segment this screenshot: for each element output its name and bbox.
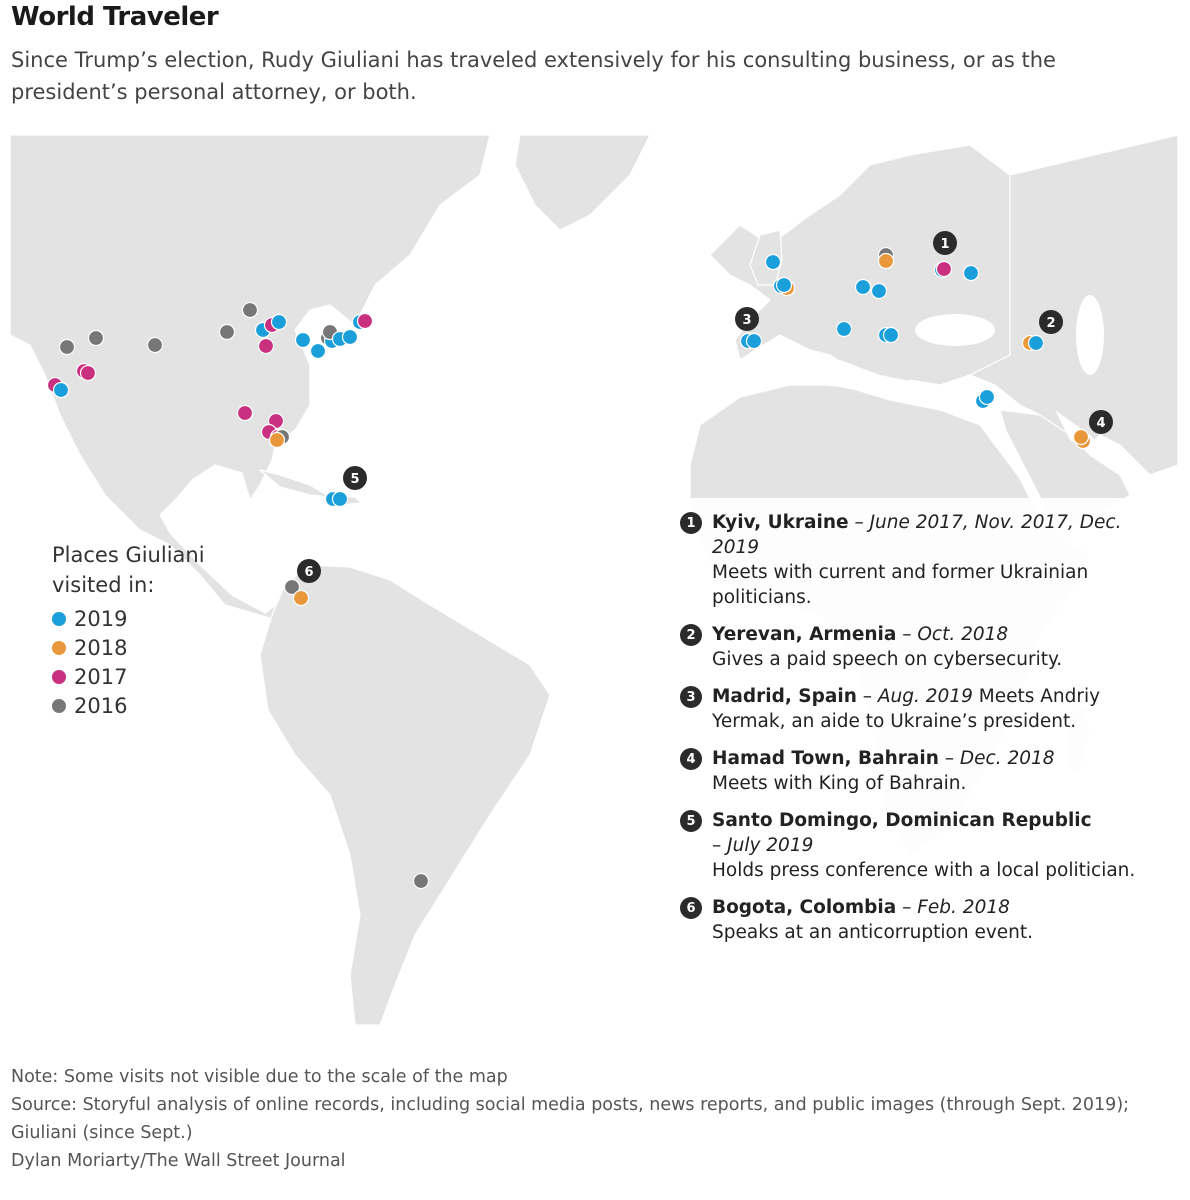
marker-yerevan[interactable]: 2 — [1039, 310, 1063, 334]
swatch-2016 — [52, 698, 66, 713]
visit-dot-2018[interactable] — [292, 589, 310, 607]
annotation-place: Kyiv, Ukraine — [712, 512, 849, 533]
legend-item-2017: 2017 — [52, 662, 205, 691]
visit-dot-2019[interactable] — [870, 282, 888, 300]
black-sea — [915, 314, 995, 346]
footer: Note: Some visits not visible due to the… — [11, 1063, 1171, 1175]
visit-dot-2019[interactable] — [854, 278, 872, 296]
visit-dot-2019[interactable] — [962, 264, 980, 282]
visit-dot-2018[interactable] — [877, 252, 895, 270]
annotation-date: June 2017, Nov. 2017, Dec. 2019 — [712, 512, 1122, 558]
footer-note: Note: Some visits not visible due to the… — [11, 1067, 508, 1087]
annotation-place: Madrid, Spain — [712, 686, 857, 707]
visit-dot-2018[interactable] — [268, 431, 286, 449]
map-title: World Traveler — [11, 2, 219, 32]
marker-madrid[interactable]: 3 — [735, 307, 759, 331]
visit-dot-2019[interactable] — [775, 276, 793, 294]
marker-santo-domingo[interactable]: 5 — [343, 466, 367, 490]
annotation-santo-domingo: 5 Santo Domingo, Dominican Republic – Ju… — [680, 808, 1180, 883]
visit-dot-2019[interactable] — [270, 313, 288, 331]
annotation-number: 1 — [680, 512, 702, 534]
svg-text:2: 2 — [1046, 316, 1055, 331]
legend: Places Giuliani visited in: 2019 2018 20… — [52, 540, 205, 720]
annotation-number: 2 — [680, 624, 702, 646]
marker-kyiv[interactable]: 1 — [933, 231, 957, 255]
visit-dot-2019[interactable] — [52, 381, 70, 399]
visit-dot-2017[interactable] — [935, 260, 953, 278]
visit-dot-2016[interactable] — [58, 338, 76, 356]
annotation-text: Meets Andriy Yermak, an aide to Ukraine’… — [712, 686, 1101, 732]
marker-bogota[interactable]: 6 — [297, 559, 321, 583]
annotation-date: Oct. 2018 — [917, 624, 1009, 645]
caspian-sea — [1076, 295, 1104, 375]
visit-dot-2019[interactable] — [835, 320, 853, 338]
visit-dot-2019[interactable] — [882, 326, 900, 344]
annotation-date: Feb. 2018 — [917, 897, 1010, 918]
annotation-text: Speaks at an anticorruption event. — [712, 922, 1034, 943]
visit-dot-2019[interactable] — [1027, 334, 1045, 352]
visit-dot-2017[interactable] — [257, 337, 275, 355]
footer-credit: Dylan Moriarty/The Wall Street Journal — [11, 1151, 346, 1171]
annotation-bahrain: 4 Hamad Town, Bahrain – Dec. 2018 Meets … — [680, 746, 1180, 796]
legend-item-2019: 2019 — [52, 604, 205, 633]
annotation-number: 3 — [680, 686, 702, 708]
land-greenland — [514, 135, 651, 231]
mediterranean-sea — [750, 350, 980, 407]
annotation-yerevan: 2 Yerevan, Armenia – Oct. 2018 Gives a p… — [680, 622, 1180, 672]
red-sea — [990, 418, 1050, 520]
legend-item-2018: 2018 — [52, 633, 205, 662]
annotation-number: 5 — [680, 810, 702, 832]
annotation-kyiv: 1 Kyiv, Ukraine – June 2017, Nov. 2017, … — [680, 510, 1180, 610]
visit-dot-2017[interactable] — [356, 312, 374, 330]
visit-dot-2016[interactable] — [87, 329, 105, 347]
visit-dot-2019[interactable] — [341, 328, 359, 346]
svg-text:6: 6 — [304, 565, 313, 580]
swatch-2017 — [52, 669, 66, 684]
svg-text:5: 5 — [350, 472, 359, 487]
annotation-bogota: 6 Bogota, Colombia – Feb. 2018 Speaks at… — [680, 895, 1180, 945]
annotation-place: Santo Domingo, Dominican Republic — [712, 810, 1092, 831]
visit-dot-2019[interactable] — [331, 490, 349, 508]
annotations-panel: 1 Kyiv, Ukraine – June 2017, Nov. 2017, … — [672, 498, 1180, 973]
annotation-madrid: 3 Madrid, Spain – Aug. 2019 Meets Andriy… — [680, 684, 1180, 734]
annotation-text: Meets with current and former Ukrainian … — [712, 562, 1089, 608]
annotation-place: Hamad Town, Bahrain — [712, 748, 939, 769]
annotation-text: Gives a paid speech on cybersecurity. — [712, 649, 1063, 670]
annotation-date: Dec. 2018 — [959, 748, 1055, 769]
annotation-date: Aug. 2019 — [877, 686, 973, 707]
visit-dot-2018[interactable] — [1072, 428, 1090, 446]
visit-dot-2016[interactable] — [146, 336, 164, 354]
legend-item-2016: 2016 — [52, 691, 205, 720]
visit-dot-2019[interactable] — [294, 331, 312, 349]
visit-dot-2016[interactable] — [241, 301, 259, 319]
visit-dot-2016[interactable] — [218, 323, 236, 341]
marker-bahrain[interactable]: 4 — [1089, 410, 1113, 434]
map-subtitle: Since Trump’s election, Rudy Giuliani ha… — [11, 48, 1056, 104]
swatch-2019 — [52, 611, 66, 626]
legend-title: Places Giuliani visited in: — [52, 543, 205, 597]
annotation-number: 4 — [680, 748, 702, 770]
visit-dot-2019[interactable] — [978, 388, 996, 406]
visit-dot-2019[interactable] — [745, 332, 763, 350]
annotation-text: Meets with King of Bahrain. — [712, 773, 967, 794]
swatch-2018 — [52, 640, 66, 655]
visit-dot-2019[interactable] — [309, 342, 327, 360]
annotation-place: Yerevan, Armenia — [712, 624, 897, 645]
land-north-america — [10, 135, 491, 626]
annotation-date: July 2019 — [727, 835, 814, 856]
svg-text:4: 4 — [1096, 416, 1105, 431]
visit-dot-2016[interactable] — [412, 872, 430, 890]
visit-dot-2017[interactable] — [79, 364, 97, 382]
visit-dot-2016[interactable] — [283, 578, 301, 596]
svg-text:1: 1 — [940, 237, 949, 252]
visit-dot-2019[interactable] — [764, 253, 782, 271]
svg-text:3: 3 — [742, 313, 751, 328]
footer-source: Source: Storyful analysis of online reco… — [11, 1095, 1130, 1143]
annotation-place: Bogota, Colombia — [712, 897, 897, 918]
annotation-number: 6 — [680, 897, 702, 919]
land-south-america — [259, 564, 551, 1025]
visit-dot-2017[interactable] — [236, 404, 254, 422]
land-cuba — [259, 469, 331, 498]
annotation-text: Holds press conference with a local poli… — [712, 860, 1136, 881]
